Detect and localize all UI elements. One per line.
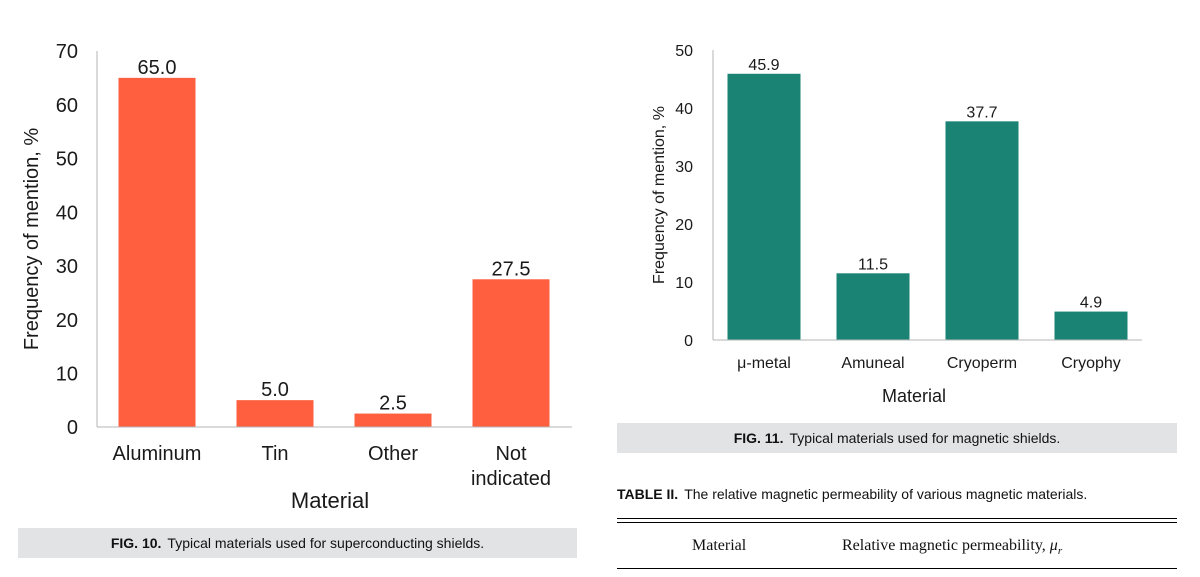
- table-top-rule: [617, 518, 1177, 519]
- table-caption-text: The relative magnetic permeability of va…: [684, 486, 1088, 502]
- bar-value-label: 4.9: [1080, 295, 1102, 312]
- x-category-label: Not: [495, 443, 527, 465]
- bar-value-label: 11.5: [858, 256, 888, 273]
- fig10-caption: FIG. 10. Typical materials used for supe…: [18, 528, 577, 558]
- bar-value-label: 5.0: [261, 379, 289, 401]
- bar-not-indicated: [472, 279, 550, 427]
- bar-amuneal: [836, 273, 910, 340]
- y-tick-label: 60: [56, 95, 78, 117]
- x-axis-title: Material: [882, 386, 946, 406]
- x-category-label: μ-metal: [737, 355, 791, 372]
- table-header-material: Material: [692, 537, 747, 554]
- y-axis-title: Frequency of mention, %: [21, 128, 43, 351]
- x-category-label: indicated: [471, 468, 551, 490]
- x-category-label: Aluminum: [113, 443, 202, 465]
- x-category-label: Amuneal: [841, 355, 904, 372]
- y-tick-label: 50: [675, 43, 693, 60]
- fig11-caption: FIG. 11. Typical materials used for magn…: [617, 423, 1177, 453]
- bar-tin: [236, 400, 314, 427]
- bar-cryoperm: [945, 121, 1019, 340]
- bar-aluminum: [118, 77, 196, 427]
- table-header-rule: [617, 568, 1177, 569]
- y-tick-label: 10: [675, 275, 693, 292]
- y-tick-label: 0: [684, 333, 693, 350]
- x-category-label: Cryophy: [1061, 355, 1121, 372]
- table-header-permeability-text: Relative magnetic permeability, μr: [842, 537, 1063, 558]
- x-category-label: Cryoperm: [947, 355, 1017, 372]
- table-caption-label: TABLE II.: [617, 486, 679, 502]
- x-category-label: Other: [368, 443, 418, 465]
- x-axis-title: Material: [291, 488, 369, 513]
- fig11-caption-text: Typical materials used for magnetic shie…: [789, 430, 1061, 446]
- fig10-caption-text: Typical materials used for superconducti…: [167, 535, 485, 551]
- bar-value-label: 37.7: [966, 104, 997, 121]
- y-tick-label: 40: [56, 202, 78, 224]
- bar-value-label: 2.5: [379, 393, 407, 415]
- y-tick-label: 50: [56, 149, 78, 171]
- table-header-permeability: Relative magnetic permeability, μr: [842, 537, 1062, 557]
- fig11-bar-chart: 0 10 20 30 40 50 45.9 μ-metal 11.5 Amuneal 37.7 Cry…: [651, 43, 1142, 406]
- y-tick-label: 20: [56, 310, 78, 332]
- bar-cryophy: [1054, 311, 1128, 340]
- fig10-caption-label: FIG. 10.: [110, 535, 162, 551]
- table-top-rule-second: [617, 522, 1177, 523]
- table-caption: TABLE II. The relative magnetic permeabil…: [617, 486, 1187, 502]
- y-axis-title: Frequency of mention, %: [651, 106, 668, 284]
- x-category-label: Tin: [261, 443, 288, 465]
- fig10-bar-chart: 0 10 20 30 40 50 60 70 65.0 Aluminum 5.0 Tin 2.5 Othe…: [21, 41, 572, 513]
- bar-other: [354, 413, 432, 427]
- y-tick-label: 40: [675, 101, 693, 118]
- y-tick-label: 10: [56, 363, 78, 385]
- bar-value-label: 65.0: [138, 57, 177, 79]
- y-tick-label: 0: [67, 417, 78, 439]
- y-tick-label: 30: [675, 159, 693, 176]
- y-tick-label: 30: [56, 256, 78, 278]
- bar--metal: [727, 73, 801, 340]
- y-tick-label: 20: [675, 217, 693, 234]
- bar-value-label: 27.5: [492, 258, 531, 280]
- y-tick-label: 70: [56, 41, 78, 63]
- fig11-caption-label: FIG. 11.: [733, 430, 784, 446]
- bar-value-label: 45.9: [748, 57, 779, 74]
